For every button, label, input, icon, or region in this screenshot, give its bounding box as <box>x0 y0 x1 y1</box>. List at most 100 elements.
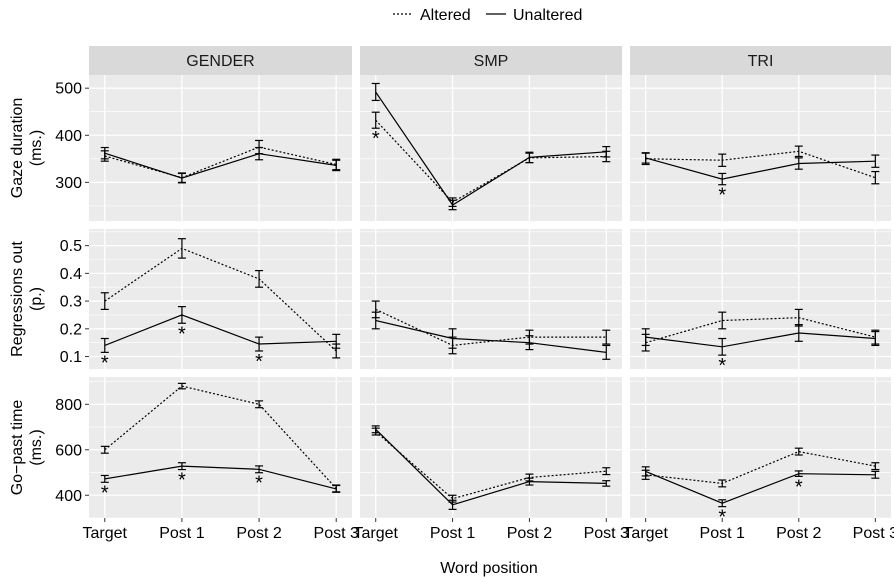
error-bar-unaltered <box>255 465 264 474</box>
error-bar-unaltered <box>448 199 457 211</box>
panel-gender-row-1: * * * <box>89 229 352 374</box>
series-line-altered <box>104 247 337 352</box>
series-line-altered <box>375 308 607 347</box>
x-tick-label: Post 2 <box>776 525 821 542</box>
error-bar-unaltered <box>794 324 803 342</box>
legend-label-unaltered: Unaltered <box>513 7 582 24</box>
x-tick-label: Post 3 <box>314 525 359 542</box>
strip-label-smp: SMP <box>474 53 509 70</box>
error-bar-unaltered <box>255 336 264 352</box>
error-bar-unaltered <box>794 470 803 477</box>
error-bar-unaltered <box>871 330 880 347</box>
error-bar-altered <box>794 447 803 456</box>
series-line-altered <box>104 385 337 489</box>
significance-marker: * <box>795 476 803 498</box>
significance-marker: * <box>718 507 726 529</box>
error-bar-altered <box>871 170 880 185</box>
error-bar-unaltered <box>371 82 380 102</box>
significance-marker: * <box>255 351 263 373</box>
legend-label-altered: Altered <box>420 7 471 24</box>
significance-marker: * <box>101 482 109 504</box>
y-tick-label: 300 <box>55 175 82 192</box>
chart-panels: GENDER SMP TRI***** *** ***3004005000.10.20.… <box>55 46 894 542</box>
panel-background <box>89 377 352 518</box>
error-bar-unaltered <box>448 328 457 349</box>
strip-gender <box>89 46 352 75</box>
error-bar-unaltered <box>602 145 611 158</box>
error-bar-altered <box>371 111 380 129</box>
x-tick-label: Post 2 <box>236 525 281 542</box>
error-bar-unaltered <box>718 172 727 186</box>
error-bar-unaltered <box>602 480 611 487</box>
significance-marker: * <box>255 473 263 495</box>
error-bar-unaltered <box>794 157 803 170</box>
y-tick-label: 400 <box>55 128 82 145</box>
series-line-unaltered <box>375 319 607 353</box>
y-axis-titles: Gaze duration (ms.) Regressions out (p.) Go−… <box>9 98 45 496</box>
error-bar-altered <box>718 311 727 330</box>
strip-label-gender: GENDER <box>186 53 254 70</box>
error-bar-unaltered <box>100 337 109 353</box>
error-bar-unaltered <box>177 306 186 324</box>
series-line-unaltered <box>104 465 337 490</box>
error-bar-unaltered <box>332 333 341 349</box>
error-bar-altered <box>602 329 611 345</box>
series-line-altered <box>104 146 337 179</box>
error-bar-unaltered <box>255 146 264 161</box>
error-bar-unaltered <box>871 154 880 168</box>
significance-marker: * <box>718 355 726 377</box>
panel-background <box>360 229 622 369</box>
panel-background <box>630 229 891 369</box>
error-bar-unaltered <box>718 337 727 356</box>
x-tick-label: Post 2 <box>507 525 552 542</box>
error-bar-unaltered <box>177 172 186 184</box>
y-axis-title-2: Go−past time (ms.) <box>9 400 45 496</box>
error-bar-altered <box>255 400 264 409</box>
error-bar-altered <box>177 382 186 390</box>
x-tick-label: Target <box>353 525 398 542</box>
error-bar-altered <box>177 238 186 259</box>
panel-gender-row-0 <box>89 75 352 221</box>
error-bar-unaltered <box>525 335 534 351</box>
y-tick-label: 0.5 <box>60 238 82 255</box>
error-bar-altered <box>718 153 727 167</box>
error-bar-unaltered <box>602 344 611 360</box>
panel-tri-row-1: * <box>630 229 891 377</box>
x-axis-title: Word position <box>440 560 538 577</box>
x-tick-label: Post 1 <box>700 525 745 542</box>
panel-background <box>630 75 891 221</box>
x-tick-label: Post 1 <box>159 525 204 542</box>
error-bar-unaltered <box>641 152 650 164</box>
significance-marker: * <box>372 128 380 150</box>
panel-tri-row-0: * <box>630 75 891 221</box>
error-bar-unaltered <box>641 466 650 477</box>
error-bar-unaltered <box>718 499 727 508</box>
y-tick-label: 600 <box>55 442 82 459</box>
error-bar-unaltered <box>100 474 109 483</box>
y-tick-label: 0.1 <box>60 349 82 366</box>
series-line-unaltered <box>645 470 876 504</box>
x-tick-label: Target <box>623 525 668 542</box>
significance-marker: * <box>178 470 186 492</box>
error-bar-unaltered <box>525 151 534 164</box>
panel-background <box>89 75 352 221</box>
y-axis-title-1: Regressions out (p.) <box>9 241 45 357</box>
y-tick-label: 400 <box>55 488 82 505</box>
error-bar-unaltered <box>641 328 650 347</box>
significance-marker: * <box>178 323 186 345</box>
error-bar-unaltered <box>448 499 457 510</box>
strip-tri <box>630 46 891 75</box>
error-bar-altered <box>100 292 109 310</box>
x-tick-label: Post 3 <box>584 525 629 542</box>
error-bar-unaltered <box>177 462 186 471</box>
panel-gender-row-2: * * * <box>89 377 352 519</box>
strip-smp <box>360 46 622 75</box>
y-tick-label: 500 <box>55 81 82 98</box>
y-tick-label: 800 <box>55 397 82 414</box>
error-bar-altered <box>100 445 109 454</box>
y-tick-label: 0.4 <box>60 266 82 283</box>
error-bar-unaltered <box>871 470 880 479</box>
y-tick-label: 0.2 <box>60 321 82 338</box>
error-bar-unaltered <box>332 484 341 493</box>
